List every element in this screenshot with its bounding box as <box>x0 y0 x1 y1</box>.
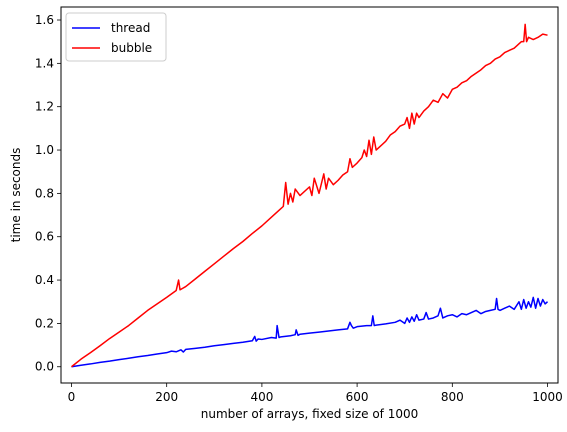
y-tick-label: 0.8 <box>35 186 54 200</box>
y-axis-label: time in seconds <box>9 148 23 243</box>
y-tick-label: 0.4 <box>35 273 54 287</box>
x-tick-label: 400 <box>250 390 273 404</box>
x-tick-label: 200 <box>155 390 178 404</box>
y-tick-label: 1.0 <box>35 143 54 157</box>
y-tick-label: 0.0 <box>35 360 54 374</box>
x-tick-label: 0 <box>68 390 76 404</box>
series-line-bubble <box>71 23 548 368</box>
y-tick-label: 1.4 <box>35 56 54 70</box>
x-axis-label: number of arrays, fixed size of 1000 <box>201 407 418 421</box>
y-tick-label: 0.2 <box>35 316 54 330</box>
legend-label-bubble: bubble <box>111 41 152 55</box>
series-line-thread <box>71 296 549 368</box>
x-axis: 0 200 400 600 800 1000 <box>68 383 563 404</box>
y-axis: 0.0 0.2 0.4 0.6 0.8 1.0 1.2 1.4 1.6 <box>35 13 61 374</box>
x-tick-label: 1000 <box>532 390 563 404</box>
series-layer <box>71 23 549 368</box>
y-tick-label: 0.6 <box>35 230 54 244</box>
x-tick-label: 600 <box>346 390 369 404</box>
legend: thread bubble <box>65 12 167 62</box>
y-tick-label: 1.6 <box>35 13 54 27</box>
legend-label-thread: thread <box>111 21 150 35</box>
legend-box <box>65 12 167 62</box>
x-tick-label: 800 <box>441 390 464 404</box>
plot-frame <box>60 6 559 384</box>
y-tick-label: 1.2 <box>35 100 54 114</box>
